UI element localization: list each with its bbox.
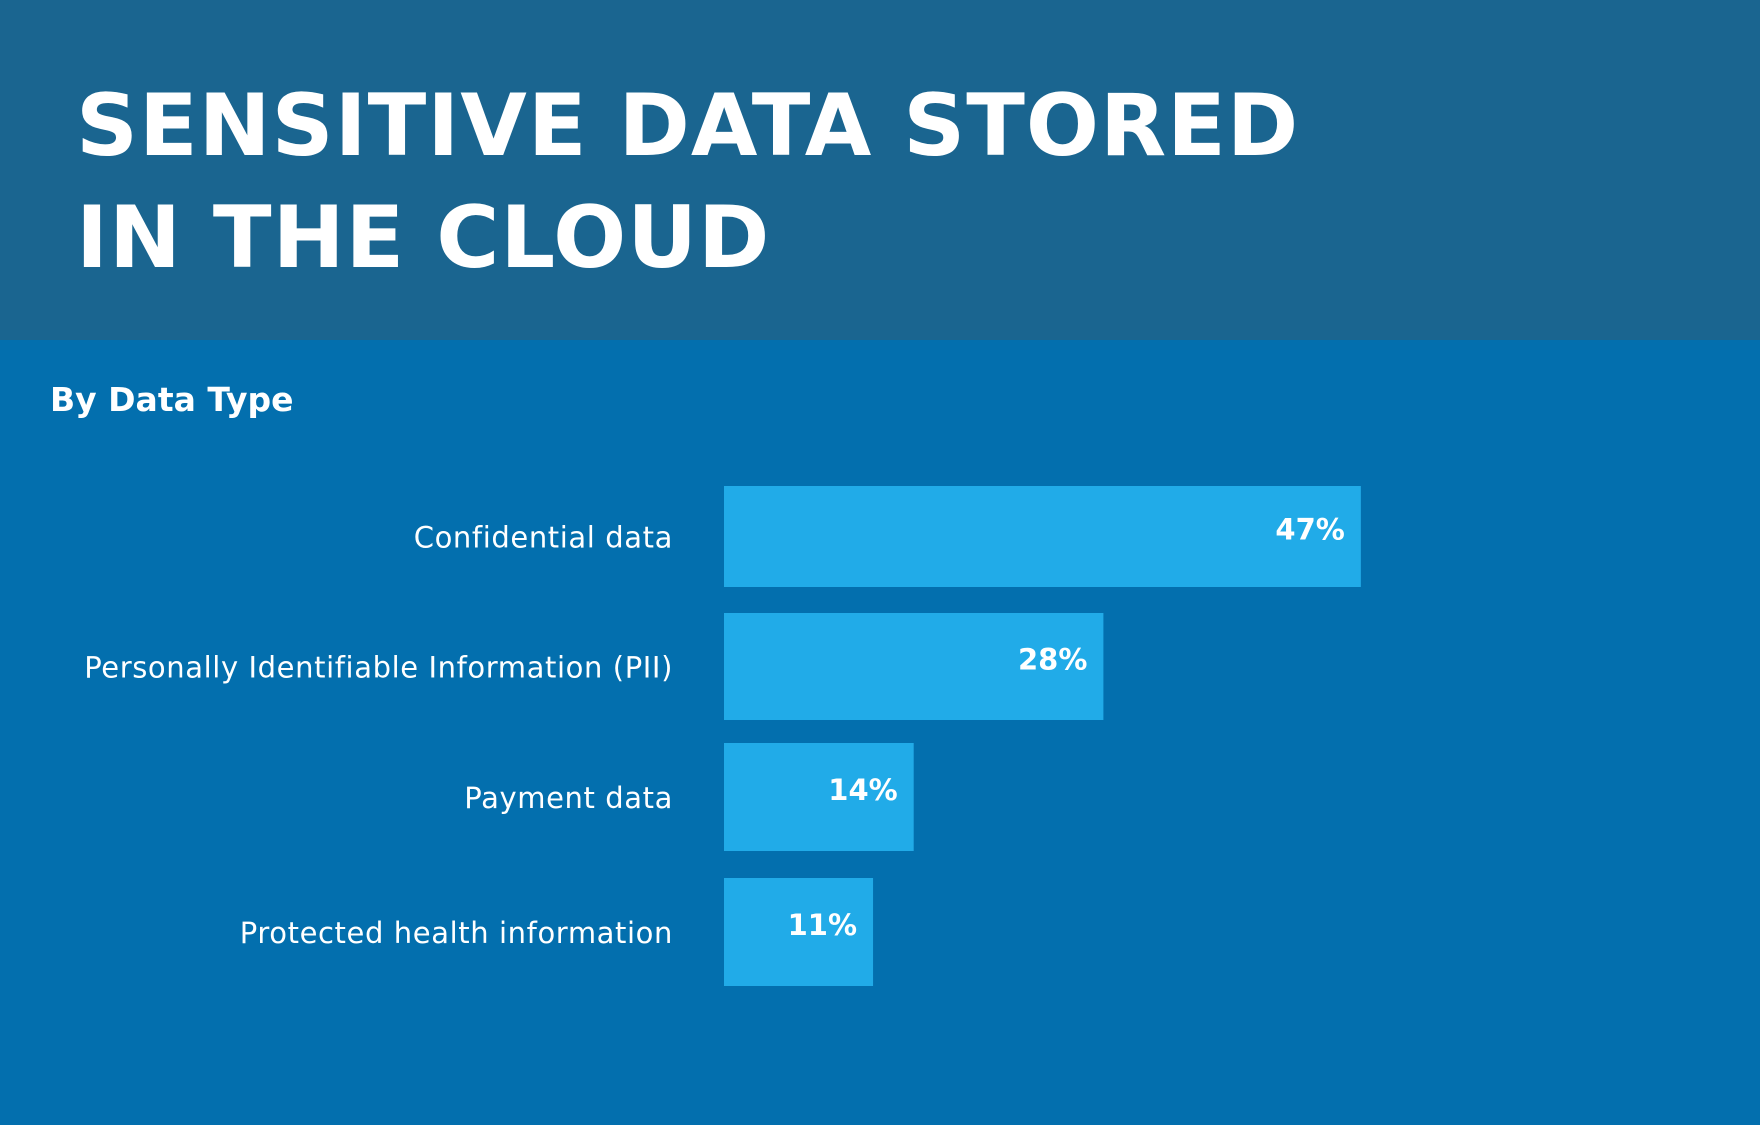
chart-subtitle: By Data Type — [50, 380, 294, 419]
bar-1 — [724, 486, 1361, 587]
bar-chart: Confidential data 47% Personally Identifia… — [84, 486, 1361, 986]
bar-4 — [724, 878, 874, 986]
value-label: 11% — [788, 908, 857, 942]
value-label: 28% — [1018, 643, 1087, 677]
value-label: 14% — [828, 773, 897, 807]
bar-3 — [724, 743, 914, 851]
header-banner: SENSITIVE DATA STORED IN THE CLOUD — [0, 0, 1760, 340]
value-label: 47% — [1275, 513, 1344, 547]
category-label: Payment data — [464, 781, 673, 815]
bar-2 — [724, 613, 1104, 720]
category-label: Protected health information — [240, 916, 673, 950]
chart-panel: By Data Type Confidential data 47% Persona… — [0, 340, 1760, 1125]
page-title: SENSITIVE DATA STORED IN THE CLOUD — [76, 76, 1300, 288]
category-label: Confidential data — [414, 521, 673, 555]
category-label: Personally Identifiable Information (PII… — [84, 651, 673, 685]
